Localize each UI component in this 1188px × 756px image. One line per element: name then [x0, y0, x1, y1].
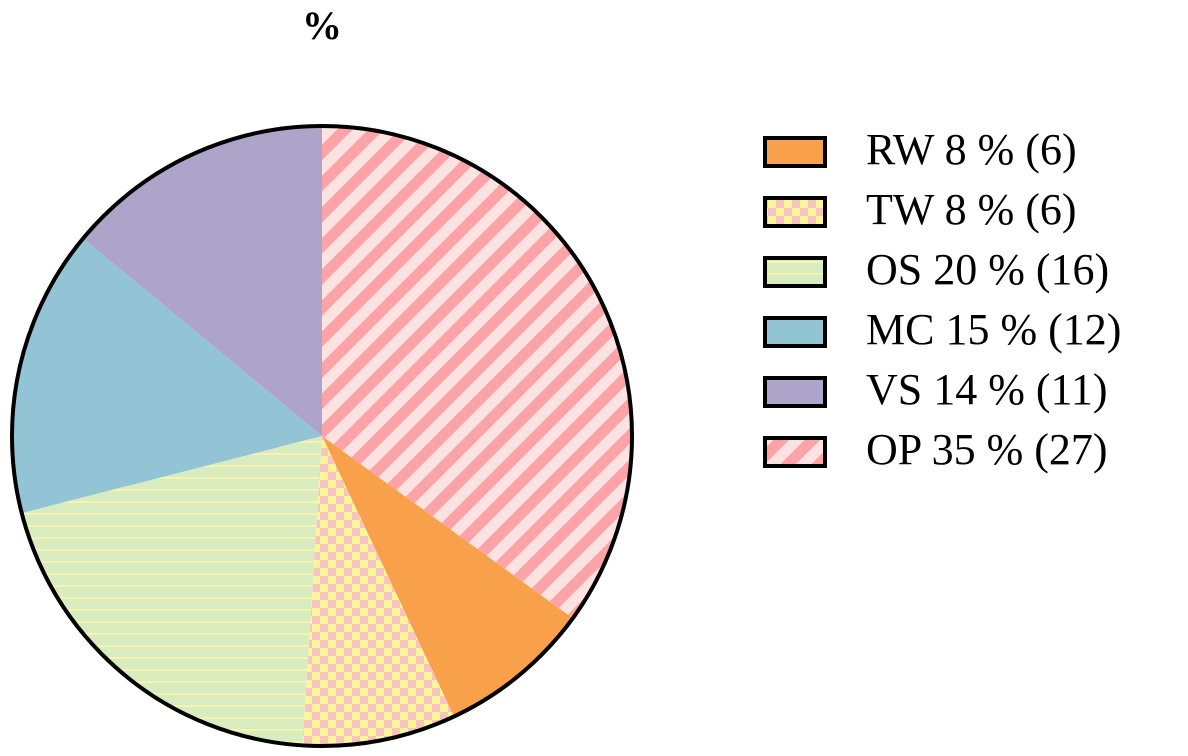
pie-slice	[302, 436, 454, 747]
legend-text: OS 20 % (16)	[866, 245, 1109, 294]
legend-text: TW 8 % (6)	[866, 185, 1077, 234]
legend-swatch	[763, 256, 827, 288]
chart-title: %	[302, 3, 342, 48]
legend-swatch	[763, 316, 827, 348]
pie-slice	[83, 126, 322, 436]
pie-outline	[10, 124, 634, 748]
pie-slice	[21, 436, 322, 746]
legend-swatch	[763, 376, 827, 408]
legend-swatch	[763, 136, 827, 168]
legend-text: MC 15 % (12)	[866, 305, 1121, 354]
legend-text: OP 35 % (27)	[866, 425, 1108, 474]
pie-slice	[322, 126, 632, 619]
legend-swatch	[763, 196, 827, 228]
legend-swatch	[763, 436, 827, 468]
legend-text: VS 14 % (11)	[866, 365, 1108, 414]
pie-slice	[322, 436, 573, 717]
legend-text: RW 8 % (6)	[866, 125, 1077, 174]
pie-slice	[11, 238, 322, 514]
